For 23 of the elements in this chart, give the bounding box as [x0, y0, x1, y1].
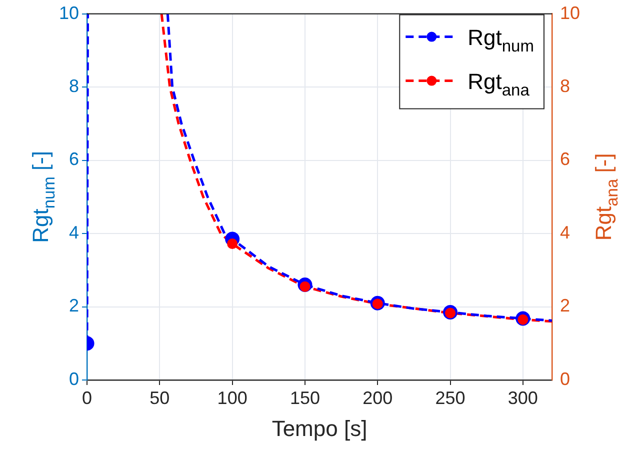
x-tick-label: 100: [217, 388, 248, 408]
y-tick-label: 10: [58, 2, 80, 23]
y2-tick-label: 4: [560, 222, 570, 242]
y2-tick-label: 8: [560, 76, 570, 96]
x-tick-label: 200: [362, 388, 393, 408]
y2-tick-label: 10: [560, 2, 580, 23]
y-tick-label: 8: [69, 76, 80, 96]
x-tick-label: 50: [150, 388, 170, 408]
y-axis-title: Rgtnum [-]: [28, 150, 59, 243]
x-axis-title: Tempo [s]: [272, 416, 368, 441]
point: [227, 238, 238, 250]
y2-tick-label: 2: [560, 296, 570, 316]
y-tick-label: 4: [69, 222, 80, 242]
y-tick-label: 0: [69, 368, 80, 389]
y2-tick-label: 6: [560, 149, 570, 170]
x-tick-label: 150: [290, 388, 320, 408]
x-tick-label: 0: [82, 388, 92, 408]
y-tick-label: 6: [69, 149, 80, 170]
y2-tick-label: 0: [560, 368, 570, 389]
y2-axis-title: Rgtana [-]: [591, 153, 622, 241]
x-tick-label: 250: [435, 388, 466, 408]
y-tick-label: 2: [69, 296, 80, 316]
x-tick-label: 300: [508, 388, 538, 408]
